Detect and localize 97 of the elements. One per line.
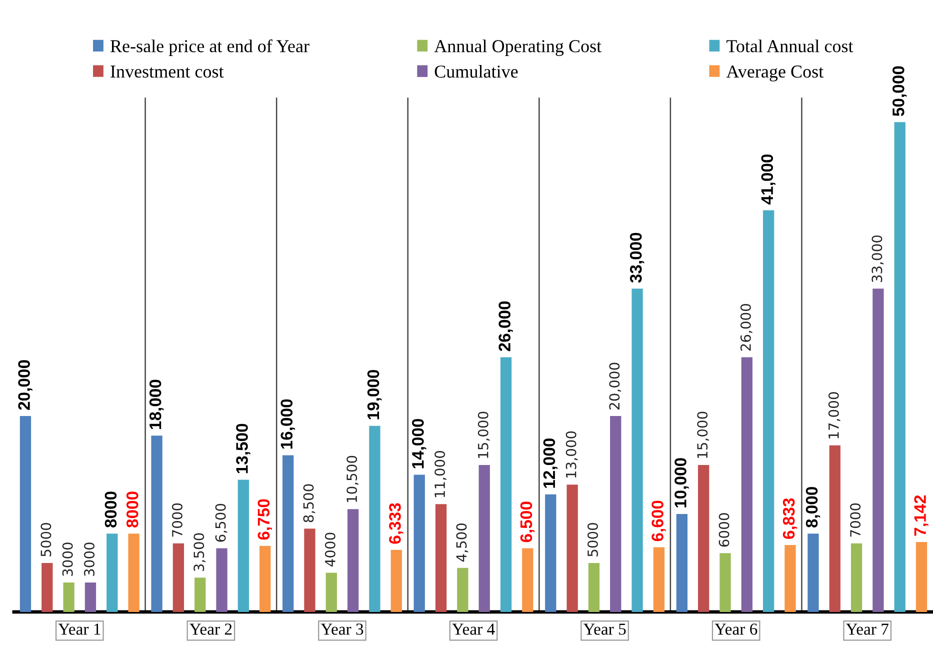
data-label: 3000 bbox=[62, 542, 73, 576]
bar bbox=[741, 357, 752, 612]
legend-label: Total Annual cost bbox=[726, 40, 854, 52]
x-tick-label: Year 3 bbox=[320, 624, 364, 635]
data-label: 8,000 bbox=[806, 486, 820, 528]
data-label: 26,000 bbox=[498, 301, 513, 352]
data-label: 7000 bbox=[172, 503, 182, 537]
bar bbox=[545, 494, 556, 612]
bar bbox=[916, 542, 928, 612]
bar bbox=[872, 288, 884, 612]
data-label: 5000 bbox=[587, 522, 598, 556]
bar bbox=[522, 548, 534, 612]
data-label: 10,000 bbox=[674, 458, 689, 508]
bar bbox=[84, 582, 96, 612]
bar bbox=[260, 546, 271, 612]
data-label: 33,000 bbox=[630, 232, 644, 283]
bar bbox=[106, 534, 118, 612]
data-label: 4000 bbox=[324, 532, 336, 567]
data-label: 20,000 bbox=[609, 362, 622, 410]
bar bbox=[326, 572, 337, 612]
data-label: 5000 bbox=[40, 522, 52, 556]
bar bbox=[304, 528, 316, 612]
data-label: 15,000 bbox=[478, 412, 490, 458]
data-label: 13,500 bbox=[236, 424, 250, 474]
bar bbox=[42, 562, 53, 612]
bar bbox=[632, 288, 643, 612]
bar bbox=[282, 455, 294, 612]
bar bbox=[829, 445, 840, 612]
bar bbox=[194, 578, 206, 612]
bar bbox=[588, 562, 600, 612]
bar bbox=[216, 548, 228, 612]
data-label: 14,000 bbox=[412, 418, 426, 468]
legend-label: Investment cost bbox=[110, 66, 224, 78]
data-label: 33,000 bbox=[872, 235, 884, 282]
bar bbox=[390, 550, 402, 612]
data-label: 3000 bbox=[84, 542, 94, 576]
bar bbox=[720, 553, 731, 612]
bar bbox=[347, 509, 359, 612]
bar bbox=[808, 534, 819, 612]
data-label: 20,000 bbox=[18, 360, 32, 410]
data-label: 6,333 bbox=[389, 503, 404, 544]
x-tick-label: Year 2 bbox=[190, 624, 232, 635]
data-label: 6,500 bbox=[520, 502, 535, 542]
bar bbox=[238, 480, 249, 612]
bar bbox=[850, 543, 862, 612]
legend-label: Re-sale price at end of Year bbox=[110, 39, 310, 56]
bar bbox=[457, 568, 468, 612]
data-label: 8,500 bbox=[303, 484, 316, 522]
data-label: 13,000 bbox=[566, 431, 578, 478]
data-label: 8000 bbox=[126, 492, 138, 528]
data-label: 6000 bbox=[718, 513, 730, 547]
bar bbox=[566, 484, 578, 612]
bar bbox=[676, 514, 688, 612]
bar bbox=[500, 357, 512, 612]
bar bbox=[894, 122, 906, 612]
data-label: 6,833 bbox=[782, 498, 798, 539]
data-label: 7000 bbox=[850, 503, 861, 537]
data-label: 10,500 bbox=[346, 456, 358, 502]
bar bbox=[653, 547, 665, 612]
legend-label: Cumulative bbox=[434, 65, 518, 78]
data-label: 3,500 bbox=[194, 533, 206, 572]
legend-label: Average Cost bbox=[726, 66, 824, 82]
x-tick-label: Year 6 bbox=[714, 624, 758, 635]
data-label: 16,000 bbox=[280, 399, 295, 449]
data-label: 41,000 bbox=[761, 154, 776, 204]
data-label: 18,000 bbox=[149, 380, 164, 430]
bar bbox=[414, 474, 425, 612]
data-label: 8000 bbox=[104, 492, 117, 528]
bar bbox=[128, 534, 140, 612]
x-tick-label: Year 7 bbox=[846, 624, 888, 635]
x-tick-label: Year 1 bbox=[58, 624, 100, 635]
data-label: 6,500 bbox=[215, 504, 228, 542]
x-tick-label: Year 5 bbox=[583, 624, 626, 635]
bar bbox=[20, 416, 32, 612]
data-label: 50,000 bbox=[892, 66, 907, 116]
data-label: 7,142 bbox=[914, 495, 928, 536]
bar bbox=[435, 504, 447, 612]
bar bbox=[610, 416, 622, 612]
bar bbox=[151, 436, 162, 612]
data-label: 6,600 bbox=[652, 500, 666, 542]
data-label: 12,000 bbox=[543, 438, 558, 488]
data-label: 17,000 bbox=[828, 392, 840, 438]
x-tick-label: Year 4 bbox=[452, 624, 495, 635]
bar bbox=[478, 465, 490, 612]
bar bbox=[762, 210, 774, 612]
legend-label: Annual Operating Cost bbox=[434, 40, 602, 56]
bar bbox=[63, 582, 74, 612]
data-label: 11,000 bbox=[434, 450, 446, 498]
data-label: 4,500 bbox=[456, 523, 468, 562]
data-label: 26,000 bbox=[740, 304, 752, 351]
bar bbox=[369, 426, 380, 612]
bar bbox=[698, 465, 710, 612]
bar bbox=[172, 543, 184, 612]
bar bbox=[784, 545, 796, 612]
data-label: 15,000 bbox=[697, 412, 710, 458]
data-label: 6,750 bbox=[258, 499, 272, 540]
data-label: 19,000 bbox=[367, 370, 382, 420]
